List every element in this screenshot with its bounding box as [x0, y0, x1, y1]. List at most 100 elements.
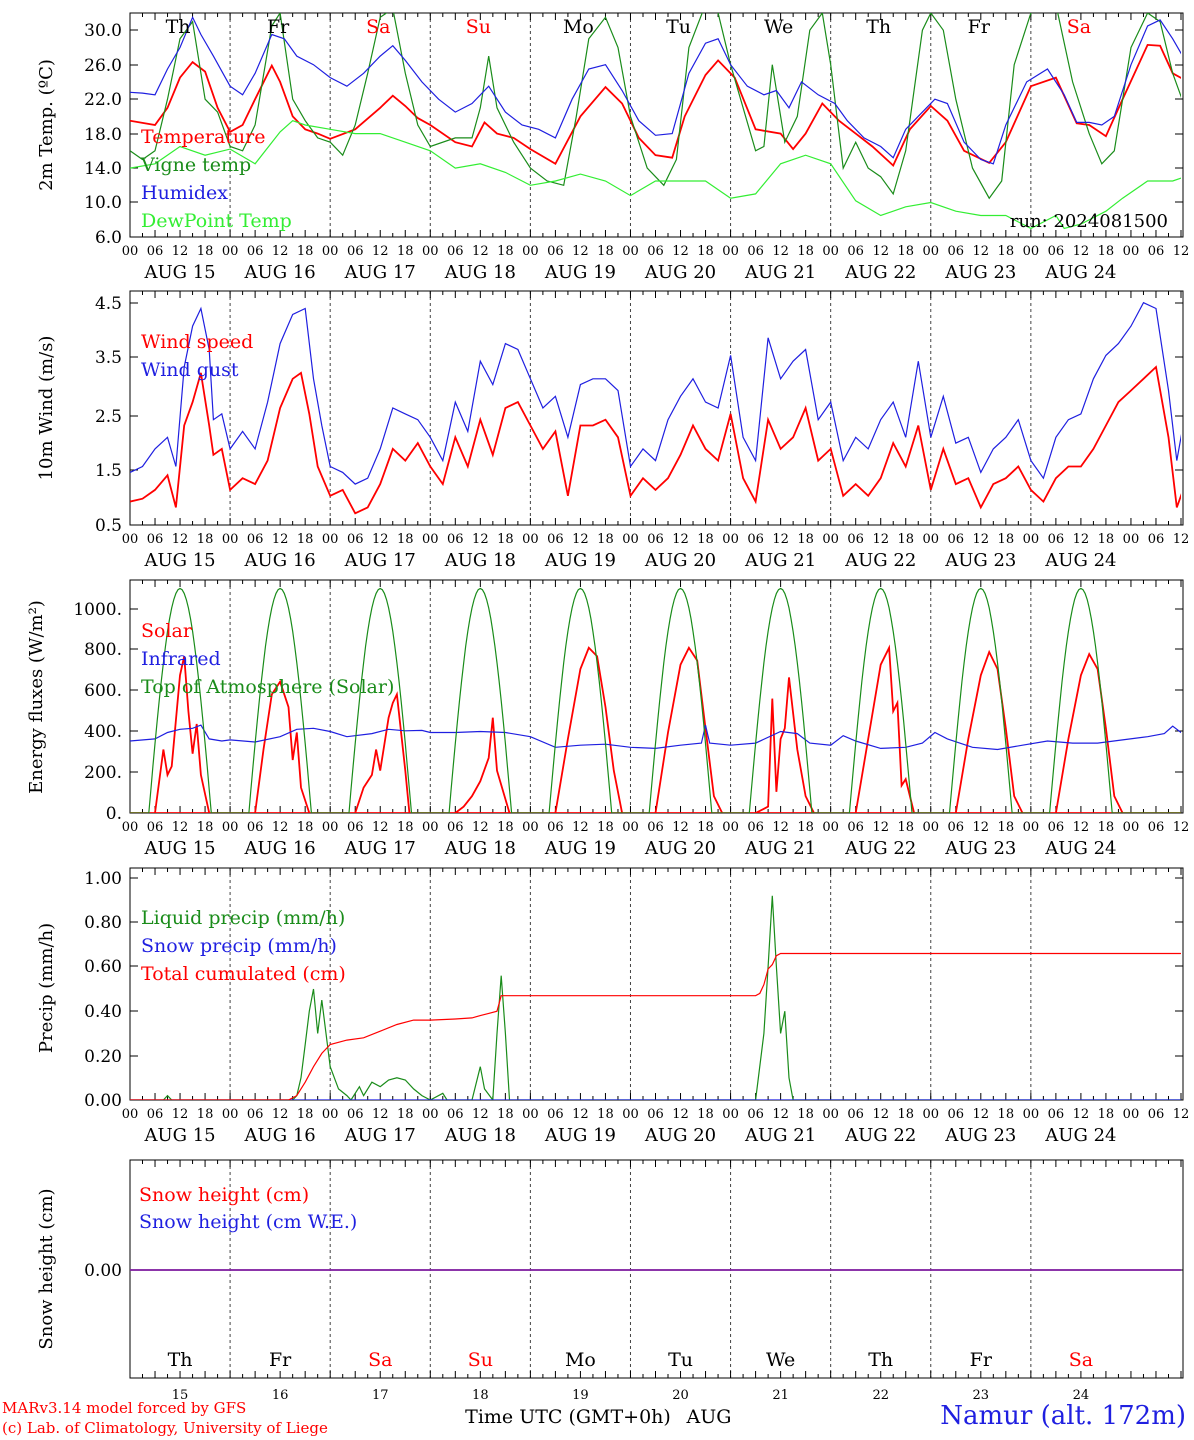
hour-label: 18	[297, 1107, 314, 1122]
hour-label: 00	[222, 1107, 239, 1122]
series-line-solar	[130, 644, 1181, 813]
weekday-label-top: Th	[866, 16, 891, 38]
hour-label: 00	[522, 532, 539, 547]
hour-label: 06	[547, 532, 564, 547]
hour-label: 06	[1148, 820, 1165, 835]
hour-label: 00	[522, 1107, 539, 1122]
hour-label: 12	[772, 820, 789, 835]
hour-label: 18	[597, 532, 614, 547]
panel-5: 0.00 Snow height (cm) Snow height (cm) Snow…	[36, 1159, 1184, 1379]
hour-label: 00	[622, 820, 639, 835]
hour-label: 12	[973, 1107, 990, 1122]
hour-label: 00	[822, 820, 839, 835]
day-number: 19	[572, 1388, 589, 1403]
weekday-label-top: Mo	[563, 16, 594, 38]
hour-label: 06	[147, 1107, 164, 1122]
hour-label: 18	[697, 1107, 714, 1122]
hour-label: 12	[1073, 244, 1090, 259]
date-label: AUG 21	[744, 550, 816, 571]
date-label: AUG 19	[544, 838, 616, 859]
hour-label: 00	[122, 532, 139, 547]
hour-label: 06	[147, 532, 164, 547]
date-label: AUG 24	[1044, 262, 1116, 283]
hour-label: 12	[872, 532, 889, 547]
hour-label: 18	[697, 244, 714, 259]
y-tick-label: 30.0	[84, 21, 122, 41]
x-axis-label: Time UTC (GMT+0h)	[465, 1406, 671, 1428]
y-tick-label: 3.5	[95, 348, 122, 368]
panel-4: 00 06 12 18 00 06 12 18 00 06 12 18 00 06 12 18 00 06 12 18…	[36, 867, 1190, 1146]
legend-entry: Snow height (cm W.E.)	[139, 1211, 357, 1233]
hour-label: 00	[922, 532, 939, 547]
hour-label: 18	[297, 820, 314, 835]
hour-label: 18	[1098, 820, 1115, 835]
y-tick-label: 0.00	[84, 1261, 122, 1281]
hour-label: 00	[222, 532, 239, 547]
hour-label: 12	[472, 532, 489, 547]
hour-label: 18	[1098, 244, 1115, 259]
day-number: 16	[272, 1388, 289, 1403]
hour-label: 18	[797, 1107, 814, 1122]
weekday-label-top: We	[764, 16, 793, 38]
series-group	[130, 895, 1181, 1100]
hour-label: 06	[347, 532, 364, 547]
month-label: AUG	[686, 1406, 732, 1428]
hour-label: 18	[697, 532, 714, 547]
date-label: AUG 23	[944, 550, 1016, 571]
lab-credit: (c) Lab. of Climatology, University of L…	[2, 1419, 328, 1437]
series-group	[130, 301, 1181, 515]
weekday-label-top: Fr	[267, 16, 290, 38]
hour-label: 06	[747, 244, 764, 259]
hour-label: 06	[447, 244, 464, 259]
y-axis-label: 2m Temp. (ºC)	[36, 59, 57, 191]
hour-label: 06	[447, 1107, 464, 1122]
hour-label: 00	[322, 1107, 339, 1122]
y-tick-label: 4.5	[95, 294, 122, 314]
hour-label: 12	[872, 1107, 889, 1122]
date-label: AUG 20	[644, 1125, 716, 1146]
hour-label: 00	[622, 244, 639, 259]
hour-label: 12	[472, 1107, 489, 1122]
hour-label: 18	[597, 1107, 614, 1122]
hour-label: 12	[1173, 1107, 1190, 1122]
hour-label: 00	[1023, 820, 1040, 835]
date-label: AUG 21	[744, 262, 816, 283]
hour-label: 12	[372, 1107, 389, 1122]
y-tick-label: 0.20	[84, 1047, 122, 1067]
date-label: AUG 19	[544, 550, 616, 571]
hour-label: 12	[1073, 532, 1090, 547]
hour-label: 00	[522, 244, 539, 259]
hour-label: 18	[998, 244, 1015, 259]
hour-label: 12	[1073, 1107, 1090, 1122]
hour-label: 00	[1123, 532, 1140, 547]
date-label: AUG 22	[844, 838, 916, 859]
date-label: AUG 18	[444, 1125, 516, 1146]
hour-label: 00	[222, 820, 239, 835]
y-tick-label: 200.	[84, 763, 122, 783]
weekday-label-top: Fr	[968, 16, 991, 38]
y-tick-label: 400.	[84, 722, 122, 742]
legend-entry: Snow precip (mm/h)	[141, 935, 337, 957]
hour-label: 18	[897, 244, 914, 259]
hour-label: 06	[747, 820, 764, 835]
y-tick-label: 10.0	[84, 193, 122, 213]
hour-label: 18	[397, 820, 414, 835]
series-line-infrared	[130, 724, 1181, 751]
legend-entry: Solar	[141, 620, 193, 642]
hour-label: 00	[222, 244, 239, 259]
weekday-label-bottom: Th	[868, 1349, 893, 1371]
hour-label: 12	[973, 244, 990, 259]
hour-label: 06	[948, 820, 965, 835]
date-label: AUG 16	[244, 1125, 316, 1146]
date-label: AUG 18	[444, 838, 516, 859]
y-tick-label: 1.00	[84, 869, 122, 889]
hour-label: 00	[522, 820, 539, 835]
hour-label: 00	[822, 1107, 839, 1122]
date-label: AUG 21	[744, 838, 816, 859]
series-group	[130, 13, 1181, 230]
hour-label: 06	[247, 820, 264, 835]
series-line-top-of-atmosphere-solar-	[130, 587, 1181, 813]
legend-entry: Liquid precip (mm/h)	[141, 907, 345, 929]
hour-label: 06	[948, 1107, 965, 1122]
series-group	[130, 587, 1181, 813]
